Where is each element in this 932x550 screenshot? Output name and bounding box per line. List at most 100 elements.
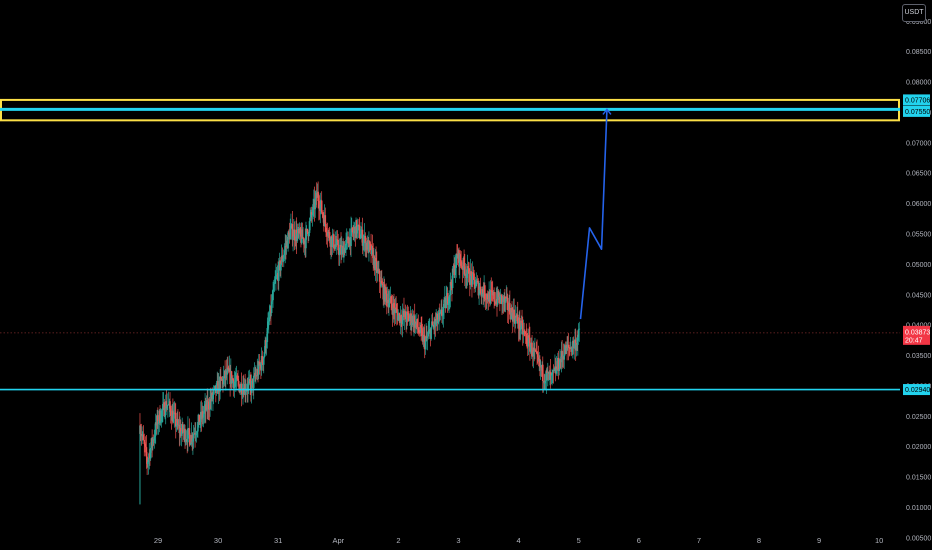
candle-body <box>236 375 239 379</box>
candle-body <box>392 303 395 315</box>
candle-body <box>261 355 264 364</box>
candle-body <box>414 321 417 328</box>
y-tick-label: 0.02500 <box>906 414 931 421</box>
candle-body <box>368 241 371 244</box>
candle-body <box>450 282 453 286</box>
candle-body <box>312 204 314 215</box>
candle-body <box>550 374 553 376</box>
candle-body <box>220 376 222 379</box>
candle-body <box>267 321 269 329</box>
candle-body <box>180 431 183 436</box>
candle-body <box>319 204 322 211</box>
candle-body <box>157 415 159 425</box>
currency-button[interactable]: USDT <box>902 4 926 22</box>
candle-body <box>397 315 400 321</box>
candle-body <box>451 268 454 289</box>
candle-body <box>196 431 199 434</box>
candle-body <box>327 231 329 236</box>
candle-body <box>267 321 270 322</box>
candle-body <box>165 401 168 409</box>
candle-body <box>499 294 502 304</box>
candle-body <box>454 267 457 276</box>
candle-body <box>423 334 425 336</box>
candle-body <box>442 307 445 316</box>
candle-body <box>147 457 150 463</box>
candle-body <box>445 297 447 309</box>
arrow-head-icon <box>602 108 612 115</box>
candle-body <box>202 413 205 418</box>
x-tick-label: 6 <box>637 536 641 545</box>
candle-body <box>192 433 195 439</box>
candle-body <box>144 443 146 446</box>
candle-body <box>565 344 568 354</box>
candle-body <box>369 243 372 245</box>
candle-body <box>470 271 473 276</box>
candle-body <box>378 270 381 282</box>
candle-body <box>525 333 528 336</box>
y-tick-label: 0.03500 <box>906 353 931 360</box>
candle-body <box>182 424 184 434</box>
candle-body <box>274 279 276 284</box>
candle-body <box>159 410 161 423</box>
candle-body <box>377 268 380 272</box>
x-tick-label: 29 <box>154 536 162 545</box>
price-label-band-top: 0.07706 <box>905 97 930 104</box>
candle-body <box>164 415 166 417</box>
candle-body <box>551 372 553 375</box>
candle-body <box>571 347 573 352</box>
candle-body <box>340 247 343 255</box>
candle-body <box>324 215 327 224</box>
candle-body <box>144 445 147 448</box>
candle-body <box>247 381 250 384</box>
candle-body <box>410 313 412 325</box>
candle-body <box>203 409 206 414</box>
candle-body <box>388 298 391 303</box>
candle-body <box>563 354 566 360</box>
candle-body <box>325 223 327 232</box>
candle-body <box>292 236 294 241</box>
candle-body <box>194 433 196 435</box>
candle-body <box>149 447 152 459</box>
candle-body <box>356 226 359 234</box>
candle-body <box>270 301 273 313</box>
candle-body <box>189 434 191 445</box>
candle-body <box>449 282 452 295</box>
candle-body <box>553 368 556 372</box>
candle-body <box>524 331 526 333</box>
price-label-resistance-bg <box>903 105 930 117</box>
candle-body <box>427 332 430 337</box>
candle-body <box>237 380 240 385</box>
candle-body <box>474 286 477 289</box>
candle-body <box>197 422 199 432</box>
candle-body <box>466 266 469 274</box>
candle-body <box>310 212 313 215</box>
candle-body <box>575 342 578 351</box>
projection-arrow <box>579 109 608 320</box>
candle-body <box>239 388 241 393</box>
candle-body <box>467 266 470 268</box>
candle-body <box>435 320 437 325</box>
candle-body <box>175 425 178 427</box>
candle-body <box>212 394 214 399</box>
candle-body <box>275 274 278 277</box>
candle-body <box>215 383 218 394</box>
candle-body <box>424 341 427 350</box>
candle-body <box>481 288 483 297</box>
candle-body <box>232 377 234 381</box>
candle-body <box>357 224 359 227</box>
candle-body <box>194 434 197 436</box>
candle-body <box>263 352 266 358</box>
candle-body <box>439 311 442 314</box>
x-tick-label: 2 <box>396 536 400 545</box>
candle-body <box>578 328 581 330</box>
candle-body <box>358 224 360 226</box>
candle-body <box>478 289 480 296</box>
candle-body <box>473 273 475 280</box>
candle-body <box>326 235 329 237</box>
candle-body <box>249 378 251 384</box>
candle-body <box>347 236 349 244</box>
x-tick-label: 8 <box>757 536 761 545</box>
candle-body <box>504 298 507 303</box>
x-tick-label: Apr <box>332 536 344 545</box>
